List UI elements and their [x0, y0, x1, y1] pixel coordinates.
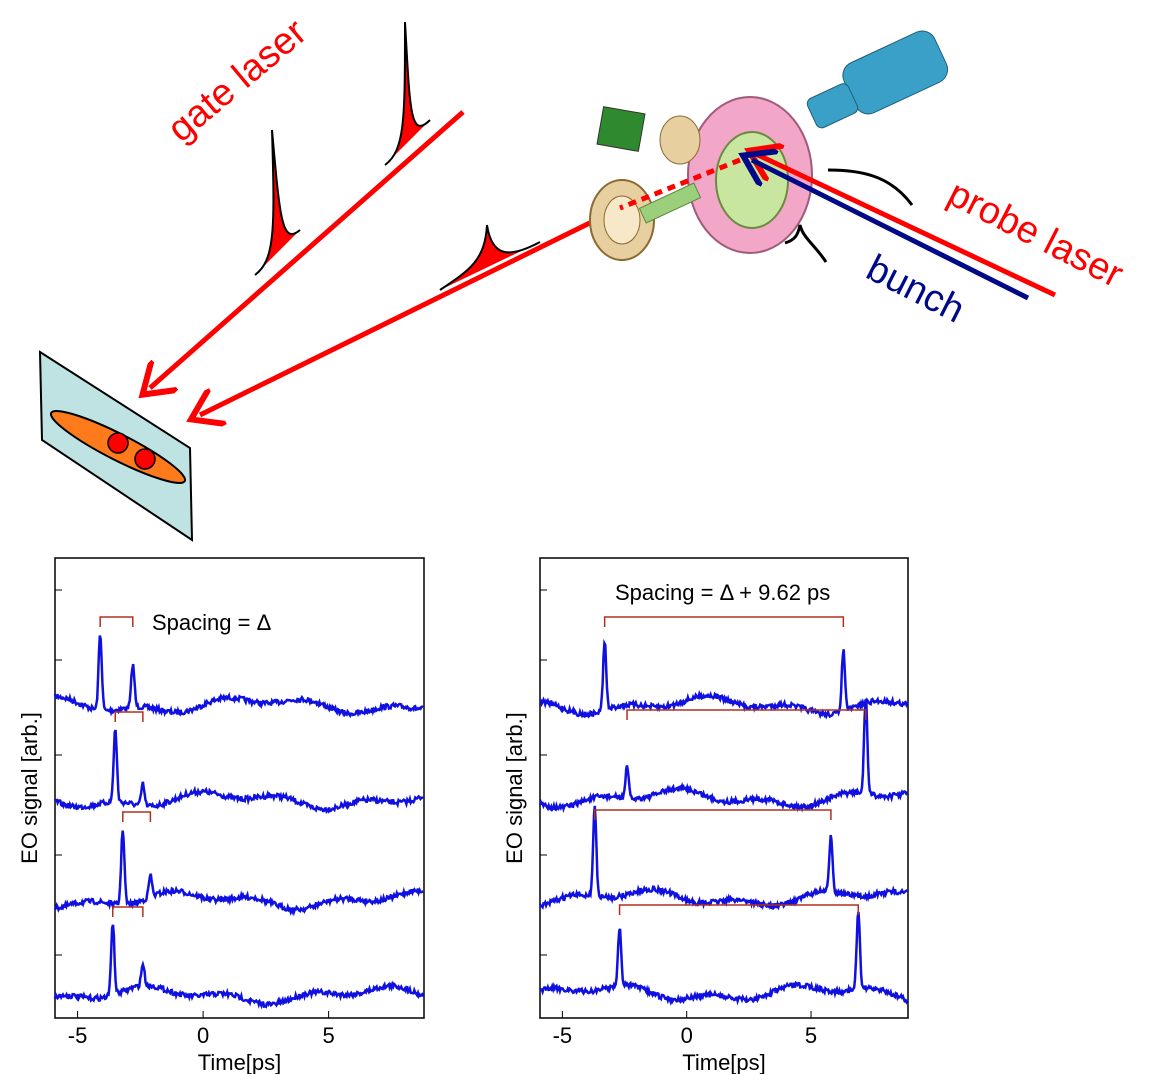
- spacing-bracket: [123, 812, 151, 822]
- annotation: Spacing = Δ: [152, 610, 272, 635]
- spacing-bracket: [100, 617, 133, 627]
- trace: [55, 730, 423, 811]
- trace: [55, 925, 423, 1007]
- gate-label: gate laser: [160, 11, 315, 151]
- plot-frame: [540, 558, 908, 1018]
- figure: gate laser probe laser bunch -505Time[ps…: [0, 0, 1156, 1074]
- spacing-bracket: [113, 907, 143, 917]
- trace: [540, 806, 907, 908]
- annotation: Spacing = Δ + 9.62 ps: [615, 580, 830, 605]
- y-axis-label: EO signal [arb.]: [17, 712, 42, 864]
- x-tick-label: 0: [197, 1023, 209, 1048]
- x-axis-label: Time[ps]: [198, 1050, 282, 1074]
- trace: [55, 636, 423, 716]
- probe-label: probe laser: [941, 172, 1130, 296]
- x-tick-label: 0: [681, 1023, 693, 1048]
- x-axis-label: Time[ps]: [682, 1050, 766, 1074]
- x-tick-label: 5: [805, 1023, 817, 1048]
- trace: [540, 643, 907, 716]
- trace: [540, 912, 907, 1002]
- spacing-bracket: [605, 617, 844, 627]
- pulse: [255, 130, 300, 275]
- trace: [55, 831, 423, 912]
- gate-beam: [150, 112, 463, 388]
- probe-beam-out: [200, 212, 612, 415]
- apparatus: [590, 26, 952, 260]
- y-axis-label: EO signal [arb.]: [502, 712, 527, 864]
- x-tick-label: -5: [68, 1023, 88, 1048]
- detector-screen: [40, 352, 192, 540]
- pulse: [828, 170, 912, 205]
- pulse: [385, 22, 430, 165]
- spacing-bracket: [595, 810, 831, 820]
- x-tick-label: -5: [553, 1023, 573, 1048]
- spacing-bracket: [115, 712, 143, 722]
- trace: [540, 699, 907, 809]
- canvas: gate laser probe laser bunch -505Time[ps…: [0, 0, 1156, 1074]
- spacing-bracket: [620, 905, 859, 915]
- x-tick-label: 5: [322, 1023, 334, 1048]
